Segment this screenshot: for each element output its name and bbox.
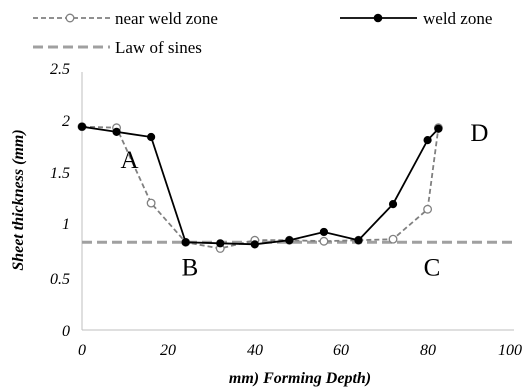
y-tick-labels: 0 0.5 1 1.5 2 2.5 — [50, 61, 70, 340]
data-point-weld-zone — [112, 127, 121, 136]
point-annotation-b: B — [182, 254, 199, 281]
data-point-weld-zone — [147, 132, 156, 142]
annotation-layer: A B C D — [120, 120, 488, 281]
point-annotation-a: A — [120, 147, 138, 174]
x-axis-title: mm) Forming Depth) — [229, 370, 371, 387]
data-point-near-weld-zone — [319, 236, 329, 246]
legend-label-near-weld-zone: near weld zone — [115, 9, 218, 28]
series-weld-zone — [77, 122, 443, 249]
data-point-weld-zone — [388, 199, 398, 209]
legend-label-law-of-sines: Law of sines — [115, 38, 202, 57]
x-tick-label: 20 — [160, 342, 176, 359]
legend-label-weld-zone: weld zone — [423, 9, 492, 28]
data-point-near-weld-zone — [423, 204, 433, 214]
data-point-weld-zone — [77, 122, 87, 131]
data-point-weld-zone — [423, 136, 432, 145]
legend-item-weld-zone: weld zone — [340, 9, 492, 28]
series-line-near-weld-zone — [81, 125, 440, 250]
point-annotation-d: D — [470, 120, 488, 147]
x-tick-labels: 0 20 40 60 80 100 — [78, 342, 522, 359]
series-layer — [77, 122, 514, 253]
data-point-near-weld-zone — [146, 198, 156, 208]
data-point-weld-zone — [434, 124, 443, 133]
x-tick-label: 40 — [247, 342, 263, 359]
series-near-weld-zone — [77, 122, 443, 253]
legend-marker-weld-zone — [373, 13, 383, 23]
series-line-weld-zone — [81, 125, 440, 246]
legend-item-near-weld-zone: near weld zone — [33, 9, 218, 28]
x-tick-label: 100 — [498, 342, 522, 359]
x-tick-label: 0 — [78, 342, 86, 359]
y-tick-label: 0 — [62, 323, 70, 340]
legend: near weld zone weld zone Law of sines — [33, 9, 492, 57]
legend-marker-near-weld-zone — [65, 13, 75, 23]
data-point-weld-zone — [250, 240, 259, 249]
x-tick-label: 80 — [420, 342, 436, 359]
data-point-weld-zone — [216, 239, 225, 248]
y-tick-label: 2 — [62, 113, 70, 130]
y-axis-title: Sheet thickness (mm) — [10, 129, 27, 270]
legend-item-law-of-sines: Law of sines — [33, 38, 202, 57]
y-tick-label: 1 — [62, 216, 70, 233]
y-tick-label: 1.5 — [50, 165, 70, 182]
data-point-weld-zone — [285, 236, 294, 245]
data-point-weld-zone — [181, 238, 190, 247]
y-tick-label: 2.5 — [50, 61, 70, 78]
data-point-near-weld-zone — [388, 234, 398, 244]
data-point-weld-zone — [319, 227, 329, 237]
y-tick-label: 0.5 — [50, 271, 70, 288]
x-tick-label: 60 — [333, 342, 349, 359]
point-annotation-c: C — [424, 254, 441, 281]
data-point-weld-zone — [354, 236, 363, 245]
